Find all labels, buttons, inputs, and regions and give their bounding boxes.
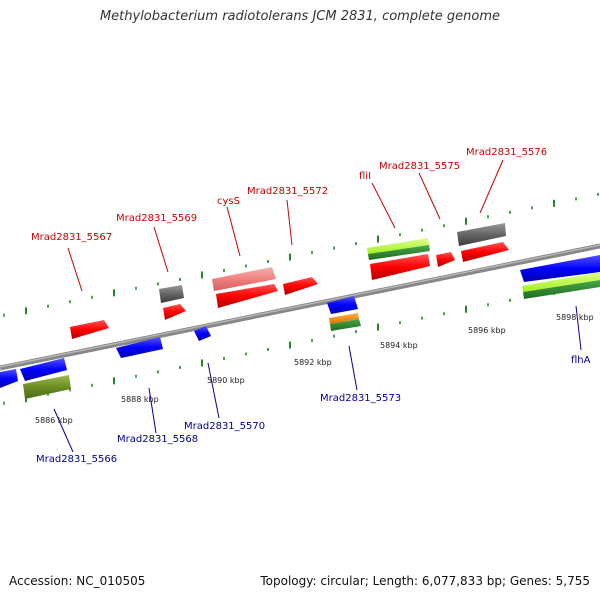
gene-mrad2831-5566[interactable] [20,358,67,381]
rna-5573-orange[interactable] [329,313,359,324]
scale-label: 5890 kbp [207,376,245,385]
gene-label-mrad2831-5572[interactable]: Mrad2831_5572 [247,186,328,197]
gene-mrad2831-5572[interactable] [283,277,318,295]
reverse-genes [0,255,600,399]
gene-label-fliI[interactable]: fliI [359,171,371,182]
gene-pseudo-5569[interactable] [159,285,184,303]
forward-genes [70,223,509,339]
rna-5573-green[interactable] [330,319,361,331]
accession-text: Accession: NC_010505 [9,574,146,588]
leader-line-cysS [226,206,241,257]
leader-line-fliI [371,182,396,229]
rna-flhA-light[interactable] [522,272,600,292]
gene-mrad2831-5569[interactable] [163,304,186,320]
leader-line-5570 [207,362,220,419]
leader-line-5567 [67,247,83,292]
leader-line-5575 [418,172,441,220]
scale-label: 5888 kbp [121,395,159,404]
reverse-leader-lines [53,305,582,453]
gene-label-mrad2831-5566[interactable]: Mrad2831_5566 [36,454,117,465]
scale-label: 5898 kbp [556,313,594,322]
leader-line-5569 [153,226,169,273]
gene-mrad2831-5568[interactable] [116,337,163,358]
scale-label: 5894 kbp [380,341,418,350]
leader-line-5576 [479,159,504,214]
forward-strand-ticks [3,192,599,317]
leader-line-5572 [286,199,293,246]
genome-backbone-highlight [0,244,600,368]
reverse-gene-labels: Mrad2831_5566 Mrad2831_5568 Mrad2831_557… [36,355,591,465]
genome-backbone [0,243,600,371]
gene-mrad2831-5570[interactable] [194,326,211,341]
gene-fliI[interactable] [370,254,430,280]
leader-line-5568 [148,387,157,434]
gene-pseudo-5576[interactable] [457,223,506,246]
rna-flhA-dark[interactable] [523,280,600,299]
feature-cysS-misc[interactable] [212,267,276,291]
gene-label-flhA[interactable]: flhA [571,355,591,366]
leader-line-5573 [348,345,358,391]
gene-label-mrad2831-5575[interactable]: Mrad2831_5575 [379,161,460,172]
gene-label-mrad2831-5568[interactable]: Mrad2831_5568 [117,434,198,445]
gene-label-mrad2831-5570[interactable]: Mrad2831_5570 [184,421,265,432]
scale-label: 5886 kbp [35,416,73,425]
rna-fliI-dark[interactable] [368,245,430,260]
forward-leader-lines [67,159,504,292]
gene-label-mrad2831-5569[interactable]: Mrad2831_5569 [116,213,197,224]
gene-edge-left[interactable] [0,369,18,388]
genome-summary-text: Topology: circular; Length: 6,077,833 bp… [260,574,590,588]
gene-mrad2831-5567[interactable] [70,320,109,339]
forward-gene-labels: Mrad2831_5567 Mrad2831_5569 cysS Mrad283… [31,147,547,243]
scale-label: 5896 kbp [468,326,506,335]
gene-label-mrad2831-5573[interactable]: Mrad2831_5573 [320,393,401,404]
gene-cysS[interactable] [216,284,278,308]
gene-mrad2831-5573[interactable] [327,296,358,314]
reverse-strand-ticks [3,280,599,405]
gene-flhA[interactable] [520,255,600,282]
scale-labels: 5886 kbp 5888 kbp 5890 kbp 5892 kbp 5894… [35,313,594,425]
gene-label-mrad2831-5576[interactable]: Mrad2831_5576 [466,147,547,158]
leader-line-flhA [575,305,582,351]
scale-label: 5892 kbp [294,358,332,367]
gene-label-cysS[interactable]: cysS [217,196,240,207]
rna-fliI-light[interactable] [367,238,429,254]
gene-mrad2831-5575[interactable] [436,252,455,267]
feature-olive-5566[interactable] [23,375,71,399]
gene-label-mrad2831-5567[interactable]: Mrad2831_5567 [31,232,112,243]
gene-mrad2831-5576[interactable] [461,242,509,262]
leader-line-5566 [53,408,74,453]
genome-title: Methylobacterium radiotolerans JCM 2831,… [99,9,501,24]
